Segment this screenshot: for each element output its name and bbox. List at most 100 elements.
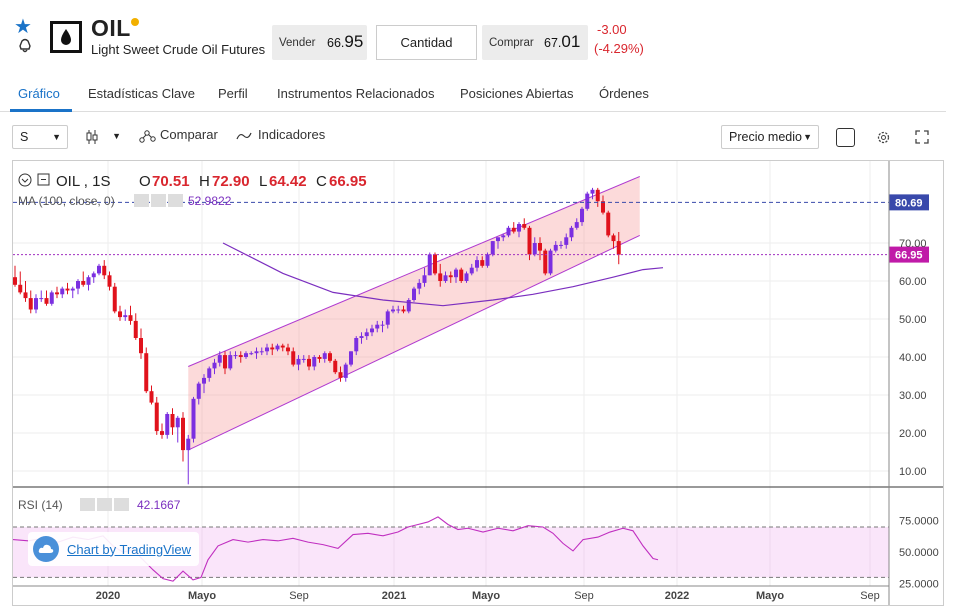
indicators-icon[interactable] (236, 131, 252, 141)
upper-price-tag (889, 194, 929, 211)
ma-legend-value: 52.9822 (188, 194, 232, 208)
trend-channel-upper-line[interactable] (188, 176, 640, 367)
time-tick-label: Sep (860, 590, 880, 602)
ma-visibility-icon[interactable] (151, 194, 166, 207)
candle-body (427, 254, 432, 276)
candle-body (270, 347, 275, 350)
candle-body (286, 347, 290, 352)
candle-body (18, 284, 23, 293)
candle-body (112, 286, 117, 312)
candle-body (532, 243, 537, 255)
legend-l-label: L (259, 173, 267, 190)
tradingview-cloud-icon (33, 536, 59, 562)
change-percent: (-4.29%) (594, 41, 644, 56)
candle-body (354, 338, 359, 352)
rsi-remove-icon[interactable] (114, 498, 129, 511)
rsi-visibility-icon[interactable] (97, 498, 112, 511)
alarm-bell-icon[interactable] (16, 36, 34, 54)
favorite-star-icon[interactable]: ★ (14, 16, 32, 38)
candle-body (123, 315, 128, 318)
candle-body (265, 347, 269, 352)
legend-close: 66.95 (329, 173, 367, 190)
trend-channel-lower-line[interactable] (188, 234, 640, 451)
candle-body (144, 353, 149, 392)
tab-estadisticas-clave[interactable]: Estadísticas Clave (88, 86, 195, 101)
candle-body (44, 298, 49, 304)
price-chart[interactable]: 80.69 66.95 25.0000 50.0000 75.0000 2020 May… (13, 161, 944, 606)
tab-instrumentos-relacionados[interactable]: Instrumentos Relacionados (277, 86, 435, 101)
candle-body (364, 332, 369, 337)
tradingview-label: Chart by TradingView (67, 541, 192, 557)
settings-gear-icon[interactable] (876, 130, 891, 145)
candle-body (538, 243, 542, 251)
candle-body (317, 357, 322, 359)
candle-body (448, 275, 453, 278)
legend-high: 72.90 (212, 173, 250, 190)
candle-body (611, 235, 616, 242)
time-tick-label: Sep (289, 590, 309, 602)
fullscreen-icon[interactable] (915, 130, 929, 144)
candle-body (590, 189, 595, 194)
ohlc-legend: OIL , 1S O 70.51 H 72.90 L 64.42 C 66.95… (18, 173, 367, 512)
compare-icon[interactable] (138, 128, 156, 144)
price-type-select[interactable]: Precio medio ▼ (721, 125, 819, 149)
candle-body (196, 383, 201, 399)
legend-low: 64.42 (269, 173, 307, 190)
candle-body (469, 267, 474, 274)
legend-o-label: O (139, 173, 151, 190)
legend-c-label: C (316, 173, 327, 190)
candle-body (606, 212, 611, 236)
candle-body (396, 309, 401, 311)
tradingview-badge[interactable]: Chart by TradingView (28, 532, 200, 566)
candle-body (275, 345, 280, 350)
candle-body (443, 275, 448, 281)
chart-container[interactable]: 80.69 66.95 25.0000 50.0000 75.0000 2020 May… (12, 160, 944, 606)
tab-posiciones-abiertas[interactable]: Posiciones Abiertas (460, 86, 574, 101)
candle-body (433, 254, 437, 274)
candle-body (118, 311, 122, 318)
indicators-button[interactable]: Indicadores (258, 127, 326, 142)
candle-body (595, 189, 600, 202)
time-tick-label: Sep (574, 590, 594, 602)
chevron-down-icon: ▼ (112, 131, 121, 141)
chart-style-select[interactable]: ▼ (76, 125, 126, 149)
sell-button[interactable]: Vender 66.95 (272, 25, 367, 60)
candle-body (401, 309, 406, 312)
buy-button[interactable]: Comprar 67.01 (482, 25, 588, 60)
candle-body (328, 353, 332, 361)
candle-body (181, 417, 185, 451)
candle-body (459, 269, 464, 281)
candle-body (160, 431, 164, 435)
candle-body (223, 355, 227, 369)
candle-body (464, 273, 469, 281)
ma-settings-icon[interactable] (134, 194, 149, 207)
price-tick-label: 40.00 (899, 352, 927, 364)
time-tick-label: Mayo (756, 590, 784, 602)
tab-grafico[interactable]: Gráfico (18, 86, 60, 101)
rsi-tick-label: 25.0000 (899, 579, 939, 591)
quantity-input[interactable]: Cantidad (376, 25, 477, 60)
legend-open: 70.51 (152, 173, 190, 190)
collapse-legend-icon[interactable] (18, 173, 32, 187)
candle-body (548, 250, 553, 274)
candle-body (254, 351, 259, 354)
hide-series-icon[interactable] (37, 173, 50, 186)
snapshot-checkbox-icon[interactable] (836, 128, 855, 147)
candle-body (86, 277, 91, 285)
candle-body (522, 224, 527, 228)
time-tick-label: 2022 (665, 590, 689, 602)
tab-ordenes[interactable]: Órdenes (599, 86, 649, 101)
candle-body (212, 362, 217, 369)
interval-select[interactable]: S ▼ (12, 125, 68, 149)
candle-body (370, 328, 374, 333)
rsi-legend-value: 42.1667 (137, 498, 181, 512)
candle-body (511, 227, 516, 232)
candle-body (23, 292, 28, 299)
compare-button[interactable]: Comparar (160, 127, 218, 142)
ma-remove-icon[interactable] (168, 194, 183, 207)
candle-body (475, 260, 479, 268)
rsi-settings-icon[interactable] (80, 498, 95, 511)
candle-body (454, 269, 458, 278)
tab-perfil[interactable]: Perfil (218, 86, 248, 101)
candle-body (312, 357, 317, 367)
